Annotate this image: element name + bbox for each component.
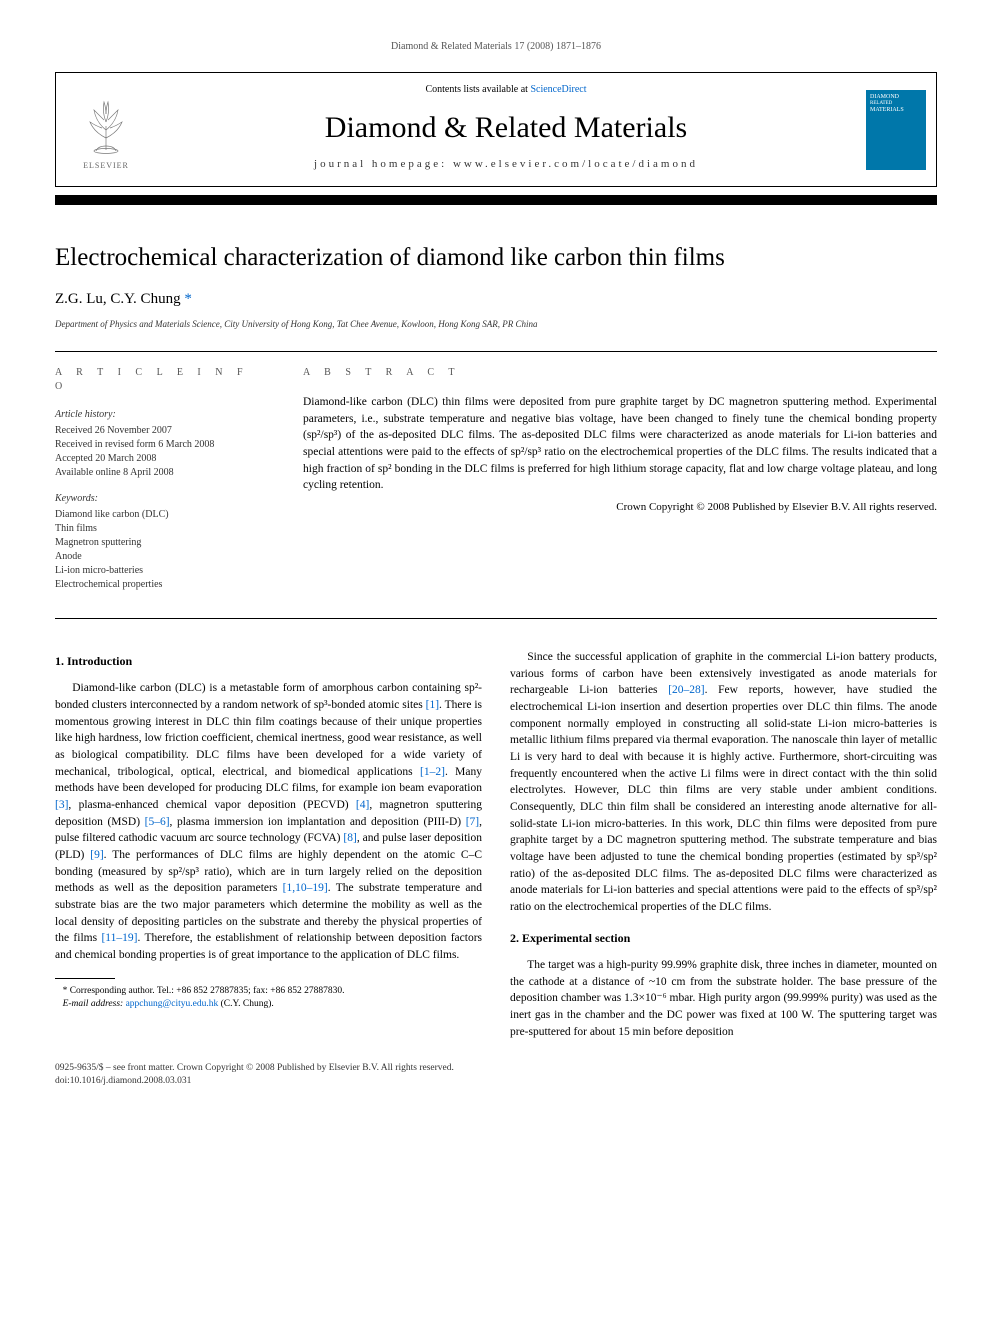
citation-link[interactable]: [1–2] bbox=[420, 766, 445, 778]
citation-link[interactable]: [1] bbox=[426, 699, 439, 711]
journal-homepage-line: journal homepage: www.elsevier.com/locat… bbox=[156, 157, 856, 172]
corresponding-author-footnote: * Corresponding author. Tel.: +86 852 27… bbox=[55, 985, 482, 998]
body-text: , plasma-enhanced chemical vapor deposit… bbox=[68, 799, 355, 811]
journal-name: Diamond & Related Materials bbox=[156, 107, 856, 149]
homepage-prefix: journal homepage: bbox=[314, 158, 453, 170]
masthead-rule bbox=[55, 195, 937, 205]
footnote-block: * Corresponding author. Tel.: +86 852 27… bbox=[55, 978, 482, 1011]
citation-link[interactable]: [11–19] bbox=[101, 932, 137, 944]
cover-line-1: DIAMOND bbox=[870, 94, 922, 101]
citation-link[interactable]: [7] bbox=[466, 816, 479, 828]
publisher-name: ELSEVIER bbox=[83, 160, 129, 171]
email-suffix: (C.Y. Chung). bbox=[218, 999, 274, 1009]
citation-link[interactable]: [4] bbox=[356, 799, 369, 811]
body-text: The target was a high-purity 99.99% grap… bbox=[510, 959, 937, 1038]
section-heading-intro: 1. Introduction bbox=[55, 653, 482, 670]
cover-line-3: MATERIALS bbox=[870, 107, 922, 114]
masthead-center: Contents lists available at ScienceDirec… bbox=[156, 73, 856, 186]
footer-doi: doi:10.1016/j.diamond.2008.03.031 bbox=[55, 1075, 937, 1088]
citation-link[interactable]: [9] bbox=[90, 849, 103, 861]
article-info-column: A R T I C L E I N F O Article history: R… bbox=[55, 352, 285, 618]
author-email-link[interactable]: appchung@cityu.edu.hk bbox=[126, 999, 219, 1009]
keyword-item: Anode bbox=[55, 550, 269, 564]
authors-names: Z.G. Lu, C.Y. Chung bbox=[55, 291, 184, 307]
keyword-item: Diamond like carbon (DLC) bbox=[55, 508, 269, 522]
abstract-copyright: Crown Copyright © 2008 Published by Else… bbox=[303, 500, 937, 515]
section-heading-experimental: 2. Experimental section bbox=[510, 930, 937, 947]
keyword-item: Thin films bbox=[55, 522, 269, 536]
info-abstract-row: A R T I C L E I N F O Article history: R… bbox=[55, 351, 937, 619]
authors-line: Z.G. Lu, C.Y. Chung * bbox=[55, 289, 937, 310]
journal-cover-thumb: DIAMOND RELATED MATERIALS bbox=[866, 90, 926, 170]
body-text: . Few reports, however, have studied the… bbox=[510, 684, 937, 913]
journal-masthead: ELSEVIER Contents lists available at Sci… bbox=[55, 72, 937, 187]
affiliation: Department of Physics and Materials Scie… bbox=[55, 318, 937, 331]
journal-cover-block: DIAMOND RELATED MATERIALS bbox=[856, 73, 936, 186]
sciencedirect-link[interactable]: ScienceDirect bbox=[530, 84, 586, 95]
elsevier-tree-icon bbox=[76, 88, 136, 158]
citation-link[interactable]: [20–28] bbox=[668, 684, 704, 696]
page-footer: 0925-9635/$ – see front matter. Crown Co… bbox=[55, 1062, 937, 1088]
body-text: , plasma immersion ion implantation and … bbox=[170, 816, 466, 828]
article-title: Electrochemical characterization of diam… bbox=[55, 240, 937, 275]
contents-available-line: Contents lists available at ScienceDirec… bbox=[156, 83, 856, 97]
history-online: Available online 8 April 2008 bbox=[55, 466, 269, 480]
abstract-heading: A B S T R A C T bbox=[303, 366, 937, 380]
history-received: Received 26 November 2007 bbox=[55, 424, 269, 438]
intro-paragraph-1: Diamond-like carbon (DLC) is a metastabl… bbox=[55, 680, 482, 963]
email-footnote: E-mail address: appchung@cityu.edu.hk (C… bbox=[55, 998, 482, 1011]
citation-link[interactable]: [1,10–19] bbox=[283, 882, 328, 894]
footer-copyright: 0925-9635/$ – see front matter. Crown Co… bbox=[55, 1062, 937, 1075]
intro-paragraph-2: Since the successful application of grap… bbox=[510, 649, 937, 916]
keyword-item: Magnetron sputtering bbox=[55, 536, 269, 550]
keywords-label: Keywords: bbox=[55, 492, 269, 506]
history-accepted: Accepted 20 March 2008 bbox=[55, 452, 269, 466]
article-history-block: Article history: Received 26 November 20… bbox=[55, 408, 269, 480]
keyword-item: Electrochemical properties bbox=[55, 578, 269, 592]
keywords-block: Keywords: Diamond like carbon (DLC) Thin… bbox=[55, 492, 269, 592]
article-info-heading: A R T I C L E I N F O bbox=[55, 366, 269, 394]
running-header: Diamond & Related Materials 17 (2008) 18… bbox=[55, 40, 937, 54]
citation-link[interactable]: [8] bbox=[343, 832, 356, 844]
corresponding-author-marker[interactable]: * bbox=[184, 291, 192, 307]
abstract-text: Diamond-like carbon (DLC) thin films wer… bbox=[303, 394, 937, 494]
email-label: E-mail address: bbox=[63, 999, 126, 1009]
citation-link[interactable]: [5–6] bbox=[145, 816, 170, 828]
publisher-logo-block: ELSEVIER bbox=[56, 73, 156, 186]
experimental-paragraph-1: The target was a high-purity 99.99% grap… bbox=[510, 957, 937, 1040]
contents-prefix: Contents lists available at bbox=[425, 84, 530, 95]
keyword-item: Li-ion micro-batteries bbox=[55, 564, 269, 578]
history-revised: Received in revised form 6 March 2008 bbox=[55, 438, 269, 452]
citation-link[interactable]: [3] bbox=[55, 799, 68, 811]
body-two-column: 1. Introduction Diamond-like carbon (DLC… bbox=[55, 649, 937, 1041]
footnote-separator bbox=[55, 978, 115, 979]
body-text: Diamond-like carbon (DLC) is a metastabl… bbox=[55, 682, 482, 711]
abstract-column: A B S T R A C T Diamond-like carbon (DLC… bbox=[285, 352, 937, 619]
history-label: Article history: bbox=[55, 408, 269, 422]
homepage-url: www.elsevier.com/locate/diamond bbox=[453, 158, 698, 170]
